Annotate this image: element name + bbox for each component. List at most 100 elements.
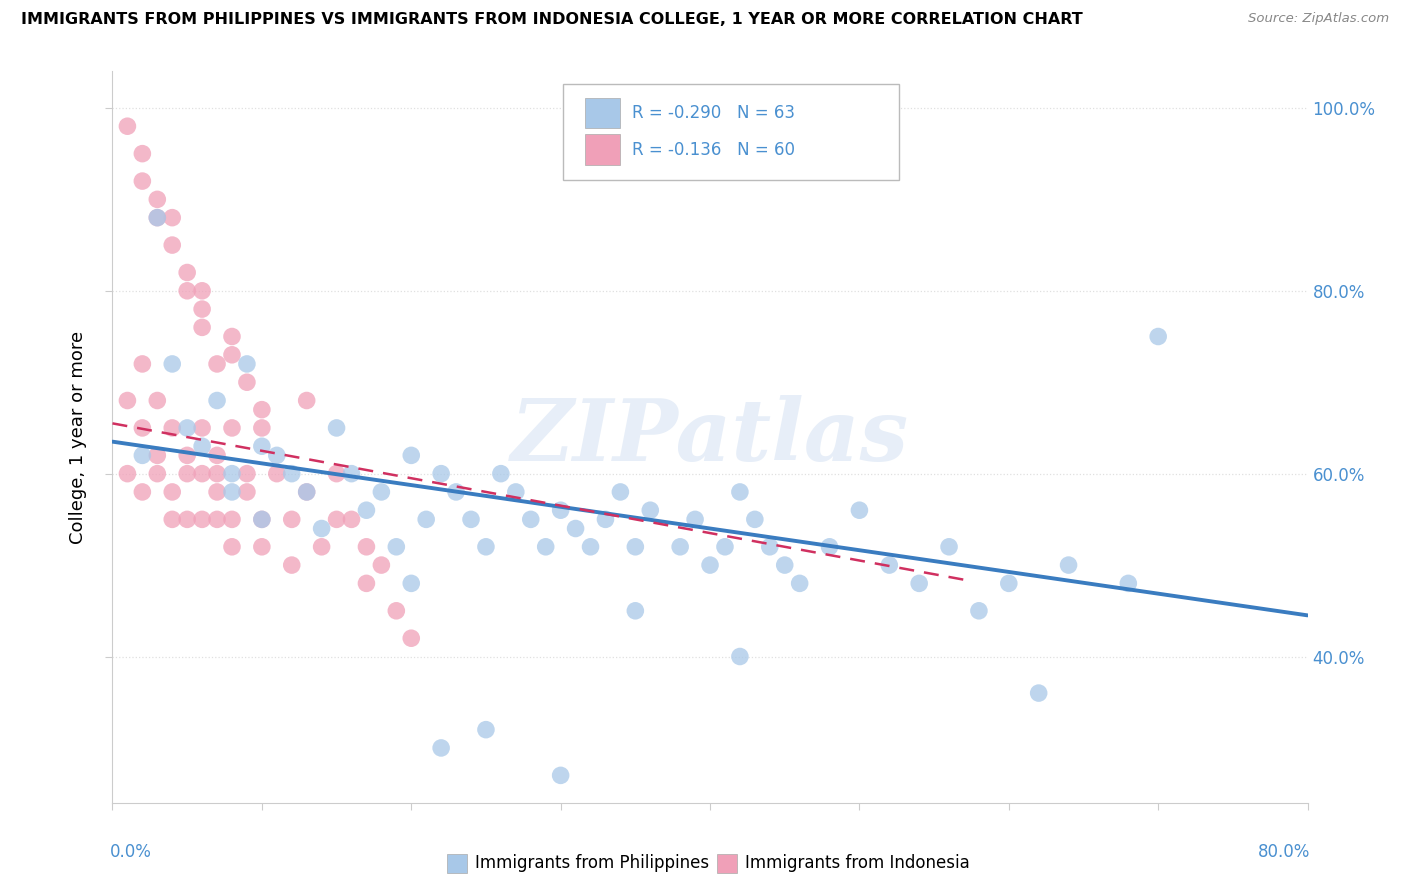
Point [325,421,347,435]
Point [848,503,870,517]
Point [624,604,647,618]
Text: ZIPatlas: ZIPatlas [510,395,910,479]
Point [131,357,153,371]
Point [205,449,228,463]
Point [176,266,198,280]
Point [205,512,228,526]
Point [475,723,498,737]
Point [221,540,243,554]
Point [460,512,482,526]
Point [325,467,347,481]
Point [117,120,139,134]
Bar [585,135,620,165]
Point [908,576,931,591]
Text: R = -0.136   N = 60: R = -0.136 N = 60 [633,141,796,159]
Point [311,540,333,554]
Point [176,467,198,481]
Point [236,485,259,500]
Point [266,449,288,463]
Point [356,503,378,517]
Point [146,211,169,225]
Point [250,512,273,526]
Point [401,632,423,646]
Point [221,485,243,500]
Point [311,521,333,535]
Point [146,449,169,463]
Point [564,521,586,535]
Point [579,540,602,554]
Point [789,576,811,591]
Point [250,540,273,554]
Point [176,284,198,298]
Point [444,485,467,500]
Point [221,348,243,362]
Point [131,174,153,188]
Point [221,421,243,435]
Point [205,467,228,481]
Point [489,467,512,481]
Point [281,558,304,573]
Point [534,540,557,554]
Point [162,421,183,435]
Point [356,576,378,591]
Point [146,192,169,206]
Point [250,439,273,453]
Point [250,421,273,435]
Point [728,485,751,500]
Point [295,485,318,500]
Point [162,357,183,371]
Point [117,467,139,481]
Bar [585,98,620,128]
Point [385,604,408,618]
Point [131,449,153,463]
Point [744,512,766,526]
Point [773,558,796,573]
Point [550,503,572,517]
Point [401,449,423,463]
Point [162,238,183,252]
Point [146,211,169,225]
Point [325,512,347,526]
Point [281,512,304,526]
Point [191,301,214,317]
Y-axis label: College, 1 year or more: College, 1 year or more [69,331,87,543]
Point [1147,329,1170,343]
Point [131,421,153,435]
Text: Source: ZipAtlas.com: Source: ZipAtlas.com [1249,12,1389,25]
Point [967,604,990,618]
Point [1118,576,1140,591]
Point [340,467,363,481]
Point [728,649,751,664]
Point [162,512,183,526]
Text: IMMIGRANTS FROM PHILIPPINES VS IMMIGRANTS FROM INDONESIA COLLEGE, 1 YEAR OR MORE: IMMIGRANTS FROM PHILIPPINES VS IMMIGRANT… [21,12,1083,27]
Point [236,376,259,390]
Point [370,558,392,573]
Point [191,320,214,334]
Point [191,284,214,298]
Text: R = -0.290   N = 63: R = -0.290 N = 63 [633,104,796,122]
Point [1028,686,1050,700]
Point [176,512,198,526]
Point [818,540,841,554]
Point [520,512,543,526]
Point [191,467,214,481]
Text: 80.0%: 80.0% [1257,843,1310,861]
Point [221,512,243,526]
Point [176,449,198,463]
Point [340,512,363,526]
Point [117,393,139,408]
Point [356,540,378,554]
Point [221,329,243,343]
Point [370,485,392,500]
Point [430,467,453,481]
Point [401,576,423,591]
Point [430,740,453,755]
Point [475,540,498,554]
Point [759,540,782,554]
Point [205,357,228,371]
Point [998,576,1021,591]
Point [191,439,214,453]
Point [938,540,960,554]
Point [1057,558,1080,573]
Point [236,357,259,371]
